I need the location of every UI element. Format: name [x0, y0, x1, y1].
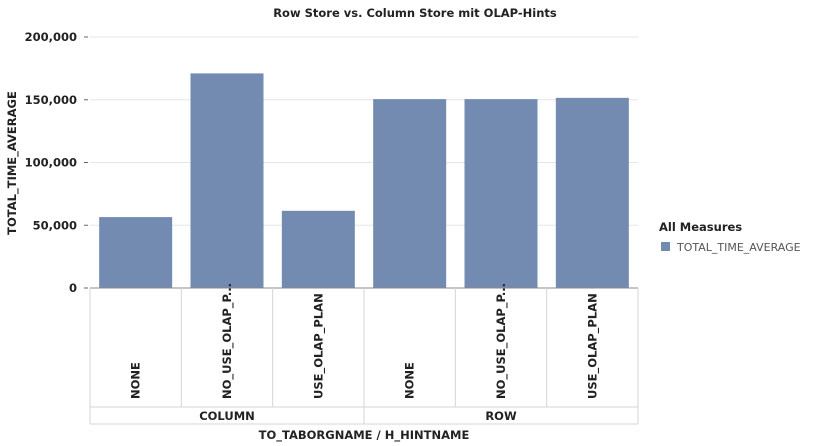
x-category-axis: NONE NO_USE_OLAP_P... USE_OLAP_PLAN NONE NO_…: [89, 283, 639, 425]
y-tick-label: 50,000: [33, 218, 77, 232]
bar[interactable]: [99, 217, 173, 288]
x-group-label: ROW: [485, 409, 517, 423]
bar[interactable]: [190, 73, 264, 289]
legend-swatch: [661, 242, 670, 251]
bar[interactable]: [464, 99, 538, 288]
y-tick-label: 150,000: [25, 93, 77, 107]
legend: All Measures TOTAL_TIME_AVERAGE: [659, 220, 801, 254]
y-tick-label: 100,000: [25, 156, 77, 170]
x-tick-label: NONE: [129, 362, 143, 399]
x-group-label: COLUMN: [199, 409, 255, 423]
bars: [99, 73, 629, 289]
bar[interactable]: [281, 210, 355, 288]
x-tick-label: NONE: [403, 362, 417, 399]
x-axis-label: TO_TABORGNAME / H_HINTNAME: [259, 428, 470, 443]
chart-title: Row Store vs. Column Store mit OLAP-Hint…: [273, 6, 557, 20]
bar[interactable]: [373, 99, 447, 288]
grid-lines: [90, 36, 638, 226]
y-tick-label: 200,000: [25, 30, 77, 44]
y-tick-label: 0: [69, 281, 77, 295]
x-tick-label: USE_OLAP_PLAN: [311, 293, 326, 399]
y-axis-label: TOTAL_TIME_AVERAGE: [5, 91, 20, 235]
x-tick-label: NO_USE_OLAP_P...: [220, 283, 235, 399]
y-axis-ticks: 0 50,000 100,000 150,000 200,000: [25, 30, 88, 295]
legend-series-label: TOTAL_TIME_AVERAGE: [676, 241, 801, 254]
legend-title: All Measures: [659, 220, 742, 234]
x-tick-label: USE_OLAP_PLAN: [585, 293, 600, 399]
x-tick-label: NO_USE_OLAP_P...: [494, 283, 509, 399]
bar[interactable]: [555, 97, 629, 289]
